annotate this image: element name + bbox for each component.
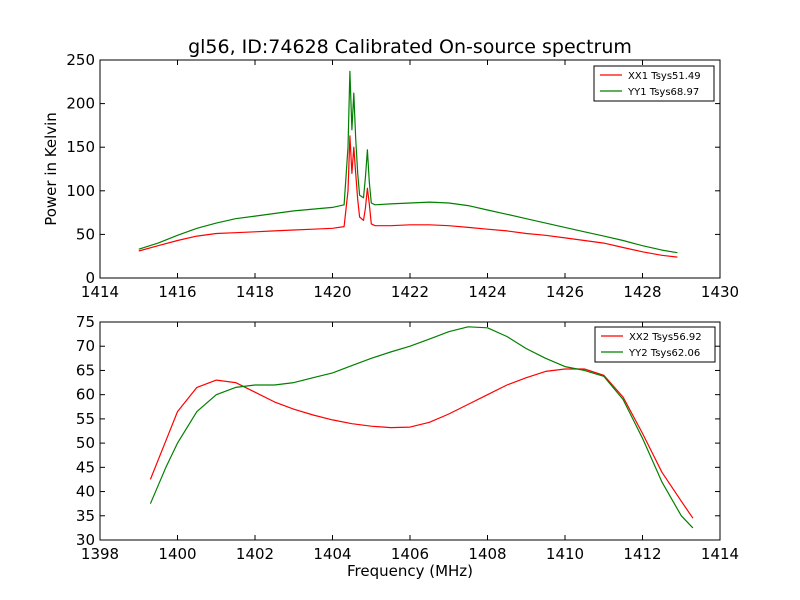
top-series-line-0: [138, 135, 678, 258]
bottom-x-tick-label: 1400: [158, 545, 196, 563]
bottom-series-line-0: [149, 368, 694, 519]
bottom-x-tick-label: 1404: [313, 545, 351, 563]
bottom-x-tick-label: 1402: [236, 545, 274, 563]
legend-label-xx1: XX1 Tsys51.49: [628, 71, 701, 82]
bottom-y-tick-label: 55: [76, 410, 95, 428]
bottom-x-tick-label: 1406: [391, 545, 429, 563]
bottom-y-tick-label: 30: [76, 531, 95, 549]
top-y-tick-label: 50: [76, 225, 95, 243]
legend-label-xx2: XX2 Tsys56.92: [629, 332, 702, 343]
bottom-x-tick-label: 1410: [546, 545, 584, 563]
top-y-tick-label: 150: [66, 138, 95, 156]
legend-label-yy2: YY2 Tsys62.06: [628, 348, 700, 359]
top-x-tick-label: 1428: [623, 283, 661, 301]
top-series: [138, 70, 678, 258]
top-series-line-1: [138, 70, 678, 254]
top-x-tick-label: 1416: [158, 283, 196, 301]
bottom-x-tick-label: 1414: [701, 545, 739, 563]
bottom-series-line-1: [149, 326, 694, 529]
top-x-tick-label: 1414: [81, 283, 119, 301]
bottom-panel: 1398 1400 1402 1404 1406 1408 1410 1412 1414 30 35…: [76, 313, 739, 580]
bottom-y-tick-label: 75: [76, 313, 95, 331]
bottom-y-tick-label: 60: [76, 386, 95, 404]
top-x-tick-label: 1422: [391, 283, 429, 301]
bottom-x-axis-label: Frequency (MHz): [347, 562, 473, 580]
bottom-y-tick-label: 65: [76, 361, 95, 379]
bottom-legend: XX2 Tsys56.92 YY2 Tsys62.06: [594, 326, 716, 363]
bottom-series: [149, 326, 694, 529]
top-x-tick-label: 1424: [468, 283, 506, 301]
top-y-tick-label: 200: [66, 95, 95, 113]
top-y-tick-label: 250: [66, 51, 95, 69]
chart-title: gl56, ID:74628 Calibrated On-source spec…: [188, 36, 632, 58]
top-y-axis-label: Power in Kelvin: [42, 112, 60, 226]
bottom-y-tick-label: 35: [76, 507, 95, 525]
top-x-tick-label: 1418: [236, 283, 274, 301]
bottom-y-tick-label: 45: [76, 458, 95, 476]
top-panel: 1414 1416 1418 1420 1422 1424 1426 1428 1430 0 50 1…: [42, 51, 739, 301]
bottom-legend-box: [594, 326, 716, 363]
legend-label-yy1: YY1 Tsys68.97: [627, 87, 699, 98]
bottom-y-tick-label: 50: [76, 434, 95, 452]
top-x-tick-label: 1426: [546, 283, 584, 301]
bottom-y-tick-label: 40: [76, 483, 95, 501]
top-y-tick-label: 100: [66, 182, 95, 200]
bottom-x-tick-label: 1398: [81, 545, 119, 563]
top-legend-box: [593, 65, 715, 102]
top-y-tick-label: 0: [85, 269, 95, 287]
top-x-tick-label: 1430: [701, 283, 739, 301]
top-x-tick-label: 1420: [313, 283, 351, 301]
bottom-ticks: 1398 1400 1402 1404 1406 1408 1410 1412 1414 30 35…: [76, 313, 739, 563]
bottom-y-tick-label: 70: [76, 337, 95, 355]
bottom-x-tick-label: 1408: [468, 545, 506, 563]
top-ticks: 1414 1416 1418 1420 1422 1424 1426 1428 1430 0 50 1…: [66, 51, 739, 301]
bottom-x-tick-label: 1412: [623, 545, 661, 563]
top-legend: XX1 Tsys51.49 YY1 Tsys68.97: [593, 65, 715, 102]
